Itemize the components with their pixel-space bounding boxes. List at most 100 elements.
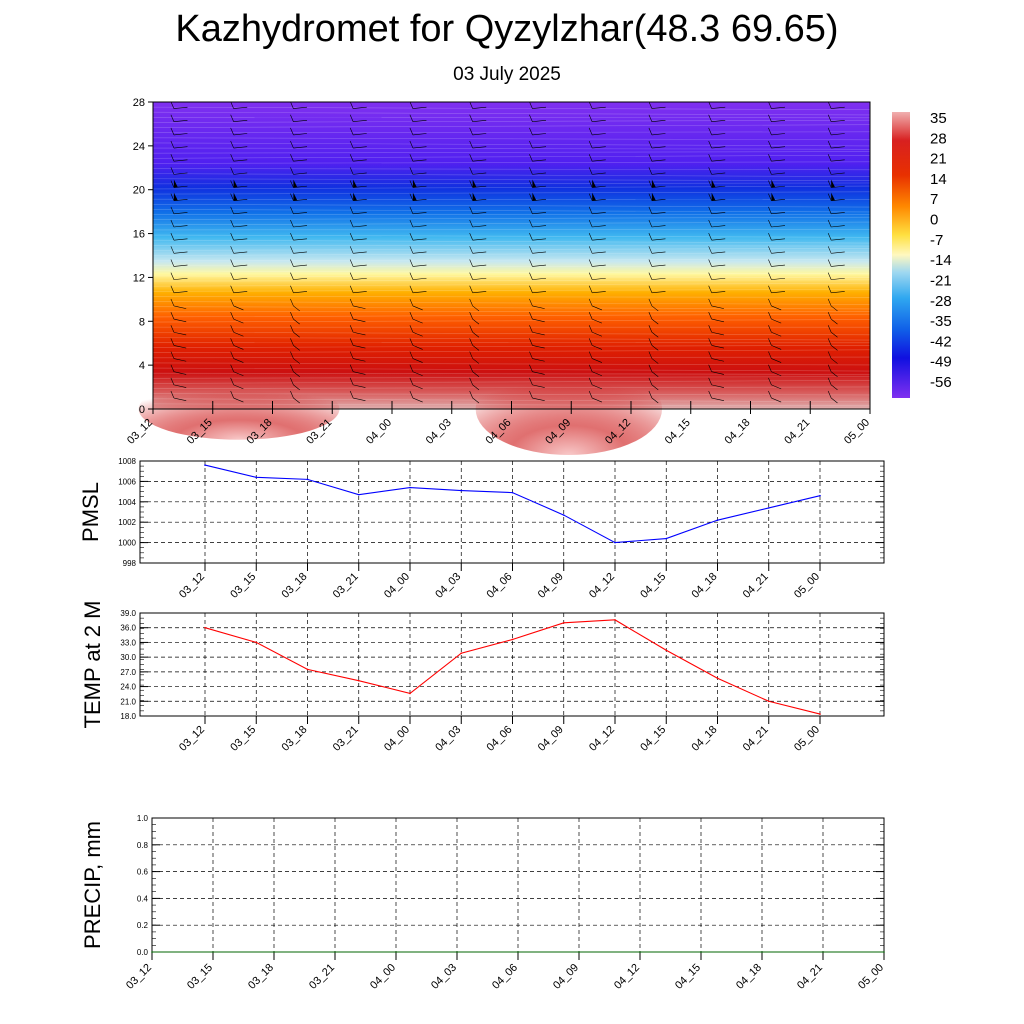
wind-barb: [592, 106, 606, 109]
wind-barb-flag: [708, 193, 712, 201]
wind-barb: [771, 212, 786, 215]
wind-barb: [651, 251, 666, 254]
wind-barb: [771, 225, 786, 228]
wind-barb-flag: [588, 114, 593, 122]
wind-barb: [532, 238, 547, 241]
wind-barb-flag: [170, 259, 175, 267]
wind-barb-flag: [170, 233, 175, 241]
temp-x-tick-label: 04_12: [587, 724, 617, 754]
y-tick-label: 24: [133, 141, 145, 153]
wind-barb-flag: [648, 390, 653, 399]
temp-x-tick-label: 03_12: [177, 724, 207, 754]
pmsl-y-tick-label: 1004: [118, 498, 136, 507]
contour-line: [152, 221, 871, 226]
wind-barb: [831, 146, 845, 149]
temp-y-tick-label: 36.0: [120, 624, 136, 633]
wind-barb-flag: [349, 206, 354, 214]
wind-barb-flag: [529, 390, 533, 399]
wind-barb: [711, 106, 726, 109]
wind-barb-flag: [469, 101, 473, 109]
wind-barb: [472, 120, 487, 123]
pmsl-y-tick-label: 1008: [118, 457, 136, 466]
wind-barb-flag: [290, 233, 294, 241]
wind-barb: [173, 238, 188, 241]
wind-barb-flag: [529, 298, 533, 307]
precip-y-tick-label: 0.8: [137, 841, 149, 850]
wind-barb: [532, 106, 547, 109]
wind-barb-pennant: [233, 179, 238, 188]
wind-barb-flag: [409, 377, 414, 385]
wind-barb-flag: [827, 140, 832, 149]
temp-x-tick-label: 03_21: [331, 724, 361, 754]
wind-barb-flag: [230, 219, 234, 228]
wind-barb-flag: [170, 193, 175, 201]
wind-barb: [771, 172, 786, 175]
temp-data-point: [716, 677, 719, 680]
wind-barb-pennant: [293, 192, 298, 201]
wind-barb-flag: [648, 140, 653, 149]
wind-barb: [592, 305, 603, 311]
wind-barb-flag: [827, 219, 832, 228]
wind-barb: [472, 384, 480, 391]
wind-barb: [412, 159, 427, 162]
wind-barb-flag: [469, 364, 473, 372]
wind-barb-flag: [349, 233, 354, 241]
pmsl-x-tick-label: 04_12: [587, 571, 617, 601]
wind-barb-flag: [768, 167, 772, 175]
wind-barb: [173, 371, 187, 375]
x-tick-label: 04_21: [782, 417, 812, 447]
wind-barb: [532, 305, 545, 309]
precip-x-tick-label: 04_09: [551, 962, 581, 992]
wind-barb-flag: [648, 325, 653, 333]
contour-line: [152, 131, 871, 133]
wind-barb-flag: [588, 193, 593, 201]
wind-barb-flag: [529, 180, 533, 188]
pmsl-data-point: [767, 507, 770, 509]
precip-y-tick-label: 0.4: [137, 894, 149, 903]
wind-barb-flag: [469, 272, 473, 280]
wind-barb: [651, 212, 666, 215]
wind-barb-pennant: [711, 192, 716, 201]
wind-barb-flag: [409, 180, 414, 188]
contour-line: [152, 386, 871, 389]
y-tick-label: 0: [139, 404, 145, 416]
wind-barb-flag: [827, 114, 832, 122]
wind-barb-flag: [529, 167, 533, 175]
wind-barb-flag: [349, 219, 354, 228]
wind-barb-flag: [230, 272, 234, 280]
wind-barb: [472, 277, 487, 280]
wind-barb-flag: [409, 298, 414, 307]
wind-barb-flag: [469, 167, 473, 175]
wind-barb: [173, 212, 188, 215]
y-tick-label: 28: [133, 97, 145, 109]
precip-x-tick-label: 03_21: [307, 962, 337, 992]
colorbar-label: -49: [930, 354, 952, 371]
wind-barb: [532, 120, 547, 123]
wind-barb: [233, 291, 248, 294]
wind-barb: [831, 251, 845, 254]
contour-line: [152, 252, 871, 256]
y-tick-label: 20: [133, 185, 145, 197]
y-tick-label: 8: [139, 316, 145, 328]
wind-barb-flag: [230, 298, 234, 307]
wind-barb-flag: [588, 338, 593, 346]
pmsl-y-tick-label: 998: [123, 559, 137, 568]
wind-barb: [651, 371, 659, 377]
wind-barb-flag: [648, 311, 653, 320]
pmsl-x-tick-label: 04_15: [638, 571, 668, 601]
wind-barb-flag: [170, 154, 175, 162]
colorbar-label: -35: [930, 313, 952, 330]
wind-barb: [651, 133, 666, 136]
contour-line: [152, 182, 871, 185]
wind-barb-flag: [768, 114, 772, 122]
wind-barb-flag: [768, 285, 772, 293]
colorbar-label: -7: [930, 232, 943, 249]
wind-barb: [412, 212, 427, 215]
temp-data-point: [306, 668, 309, 671]
wind-barb-flag: [170, 285, 175, 293]
wind-barb: [173, 120, 188, 123]
wind-barb-flag: [529, 219, 533, 228]
wind-barb: [472, 332, 480, 338]
temp-data-point: [409, 692, 411, 695]
wind-barb-flag: [290, 101, 294, 109]
